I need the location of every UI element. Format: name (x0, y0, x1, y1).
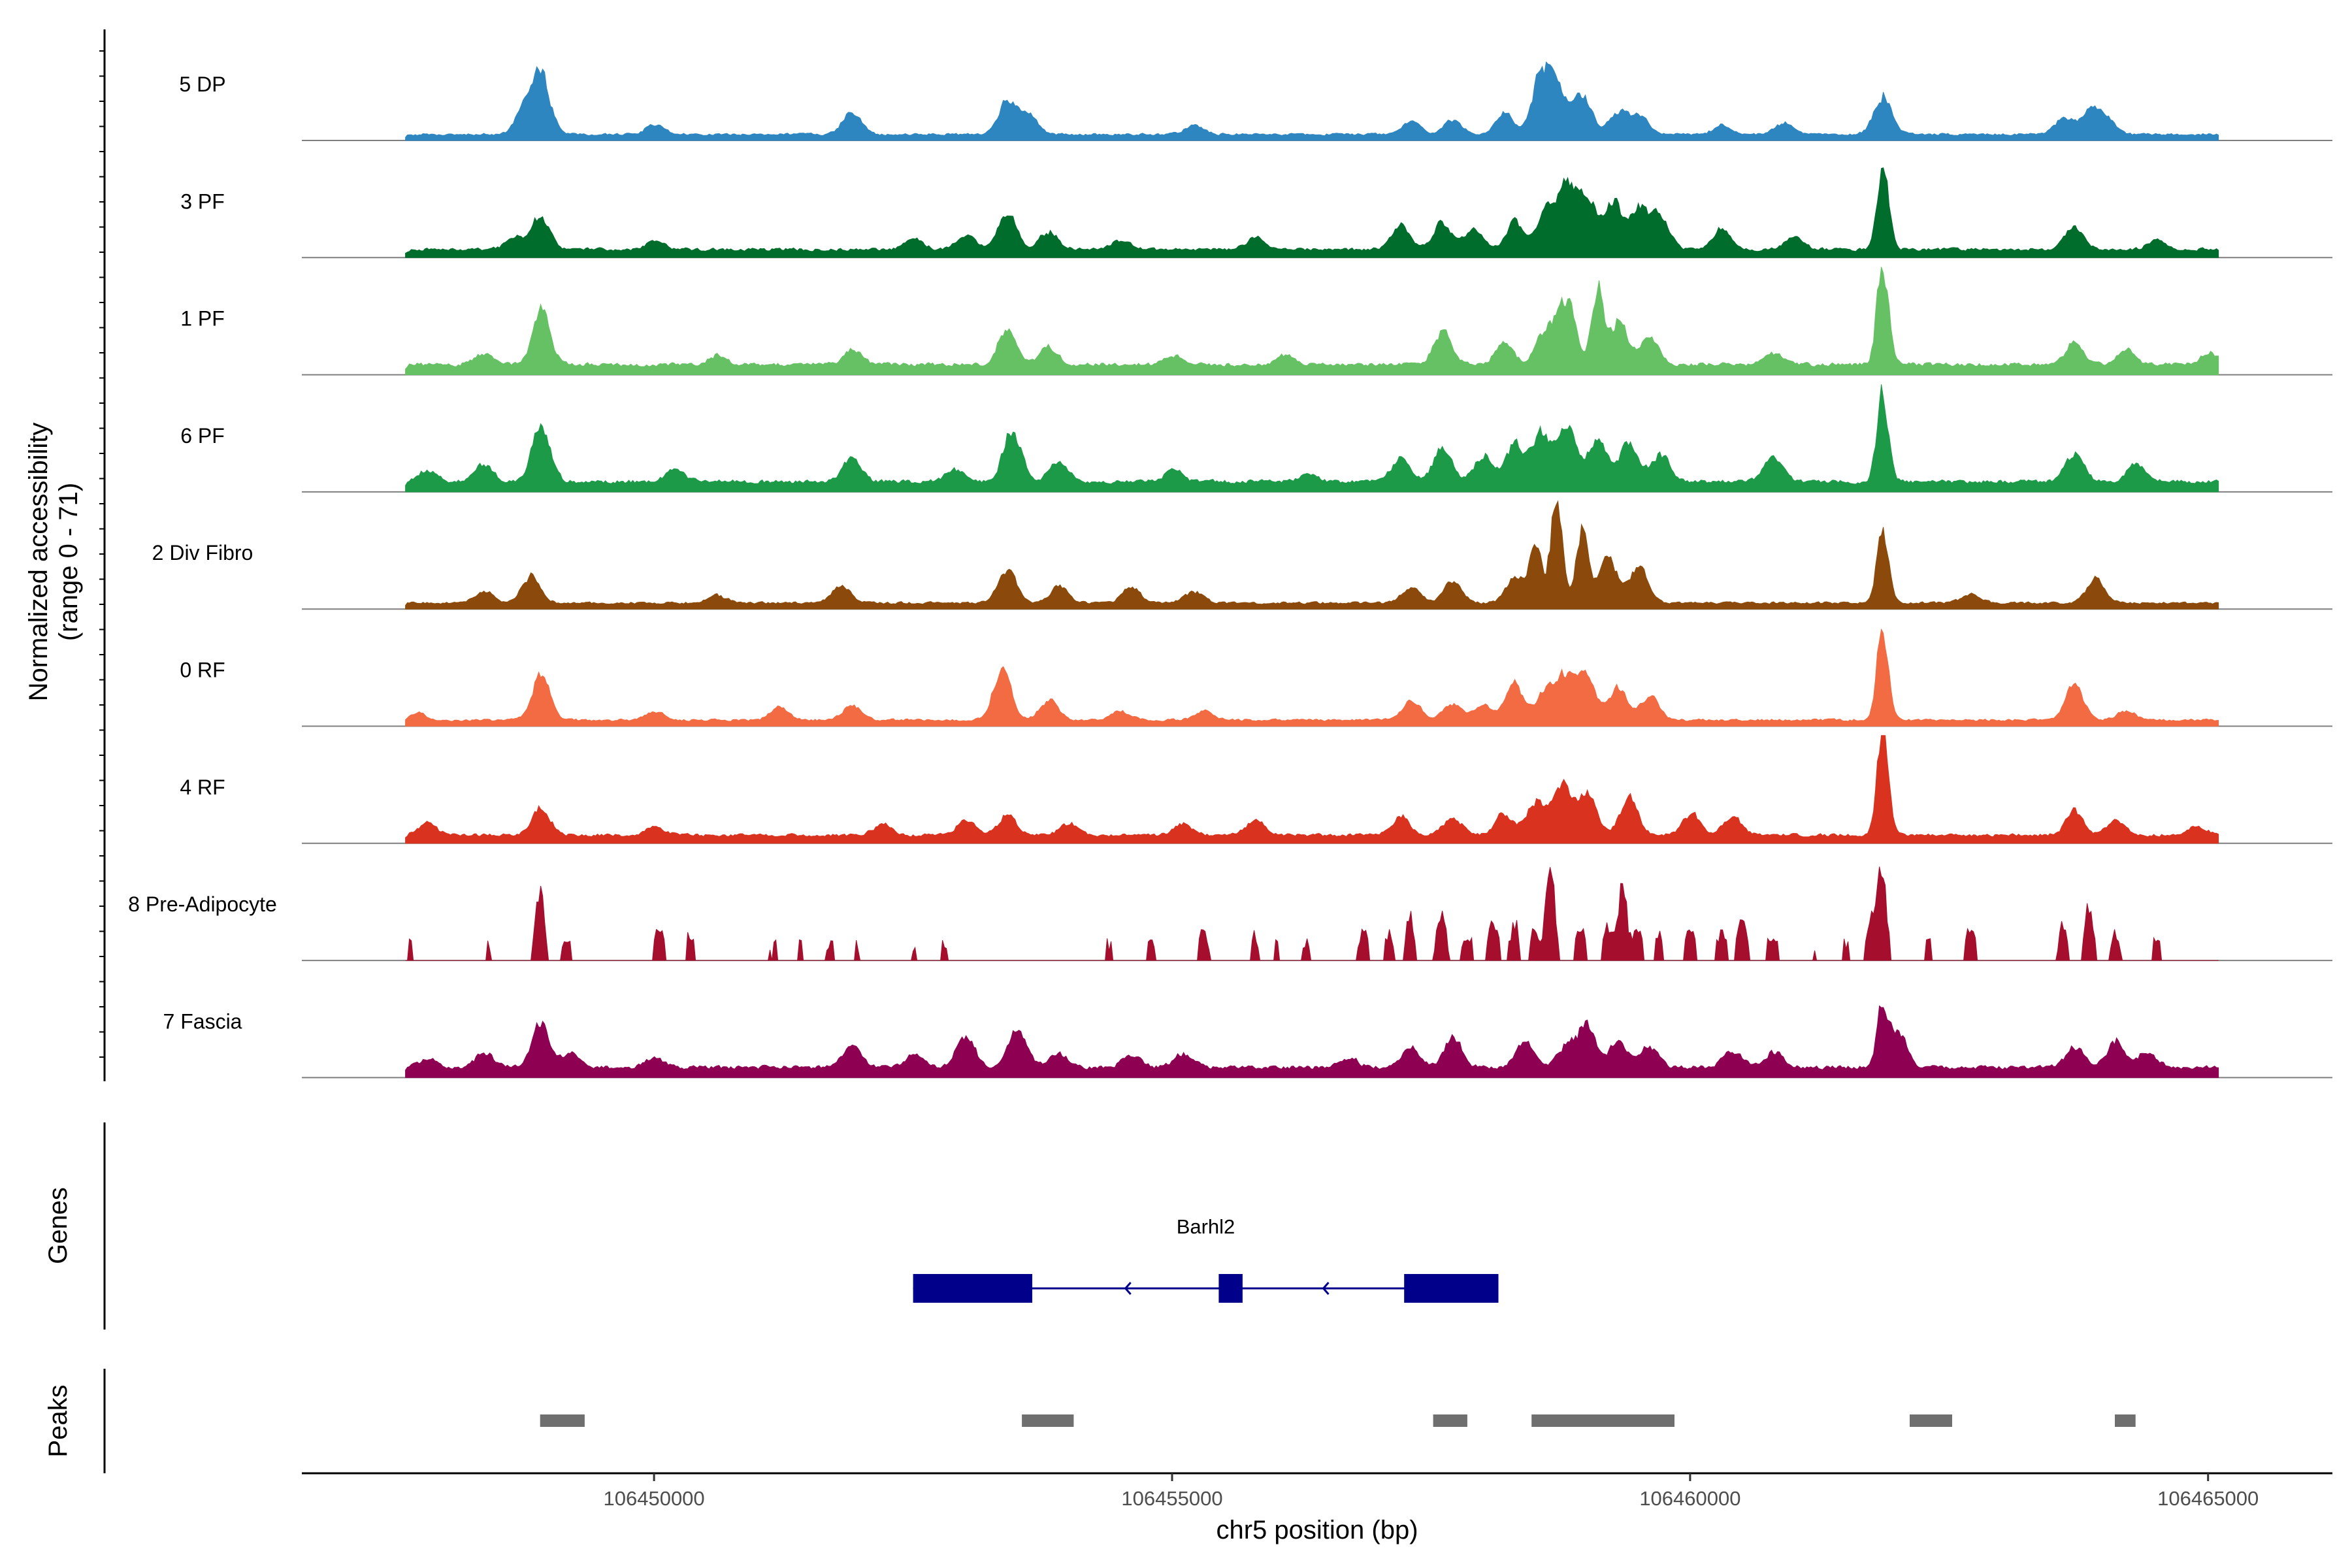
gene-exon (913, 1274, 1032, 1303)
peak-region (1433, 1414, 1467, 1427)
track-6-pf: 6 PF (180, 384, 2332, 493)
track-8-pre-adipocyte: 8 Pre-Adipocyte (128, 866, 2332, 962)
track-coverage-area (405, 167, 2219, 258)
track-label: 5 DP (179, 73, 225, 96)
peak-region (1531, 1414, 1674, 1427)
track-3-pf: 3 PF (180, 167, 2332, 259)
peaks-panel: Peaks (44, 1369, 2136, 1473)
x-tick-label: 106455000 (1121, 1487, 1222, 1510)
track-coverage-area (405, 866, 2219, 961)
track-label: 8 Pre-Adipocyte (128, 892, 277, 916)
gene-name-label: Barhl2 (1177, 1215, 1235, 1238)
peak-region (1910, 1414, 1952, 1427)
track-label: 1 PF (180, 307, 225, 331)
coverage-tracks: 5 DP 3 PF 1 PF 6 PF 2 Div Fibro 0 RF 4 RF 8 Pre… (128, 61, 2332, 1079)
track-coverage-area (405, 61, 2219, 141)
gene-strand-arrow (1322, 1282, 1330, 1295)
peak-region (1022, 1414, 1074, 1427)
track-4-rf: 4 RF (180, 735, 2332, 844)
track-label: 6 PF (180, 424, 225, 448)
track-5-dp: 5 DP (179, 61, 2332, 141)
coverage-y-axis (99, 29, 106, 1081)
track-1-pf: 1 PF (180, 267, 2332, 376)
track-coverage-area (405, 628, 2219, 727)
track-label: 0 RF (180, 659, 225, 682)
x-tick-label: 106465000 (2157, 1487, 2259, 1510)
track-coverage-area (405, 384, 2219, 493)
genes-axis-title: Genes (44, 1187, 73, 1264)
peak-regions (540, 1414, 2136, 1427)
x-tick-label: 106460000 (1639, 1487, 1740, 1510)
track-label: 3 PF (180, 189, 225, 213)
track-7-fascia: 7 Fascia (163, 1005, 2332, 1079)
y-axis-title-line1: Normalized accessibility (24, 423, 53, 702)
gene-strand-arrow (1124, 1282, 1132, 1295)
track-coverage-area (405, 500, 2219, 610)
track-label: 7 Fascia (163, 1009, 242, 1033)
gene-exon (1404, 1274, 1499, 1303)
y-axis-title-line2: (range 0 - 71) (54, 483, 83, 641)
x-axis: 106450000 106455000 106460000 106465000 chr… (302, 1472, 2332, 1544)
peak-region (2115, 1414, 2136, 1427)
track-coverage-area (405, 267, 2219, 376)
x-axis-title: chr5 position (bp) (1216, 1516, 1418, 1544)
gene-barhl2: Barhl2 (913, 1215, 1499, 1303)
gene-annotations: Barhl2 (913, 1215, 1499, 1303)
peak-region (540, 1414, 585, 1427)
track-coverage-area (405, 1005, 2219, 1078)
x-tick-label: 106450000 (604, 1487, 705, 1510)
track-2-div-fibro: 2 Div Fibro (152, 500, 2332, 610)
track-label: 2 Div Fibro (152, 541, 253, 564)
track-label: 4 RF (180, 776, 225, 799)
gene-exon (1218, 1274, 1243, 1303)
peaks-axis-title: Peaks (44, 1384, 73, 1457)
coverage-y-axis-title: Normalized accessibility (range 0 - 71) (24, 423, 83, 702)
track-coverage-area (405, 735, 2219, 844)
genes-panel: Genes Barhl2 (44, 1122, 1499, 1330)
track-0-rf: 0 RF (180, 628, 2332, 727)
x-axis-ticks: 106450000 106455000 106460000 106465000 (604, 1473, 2259, 1510)
